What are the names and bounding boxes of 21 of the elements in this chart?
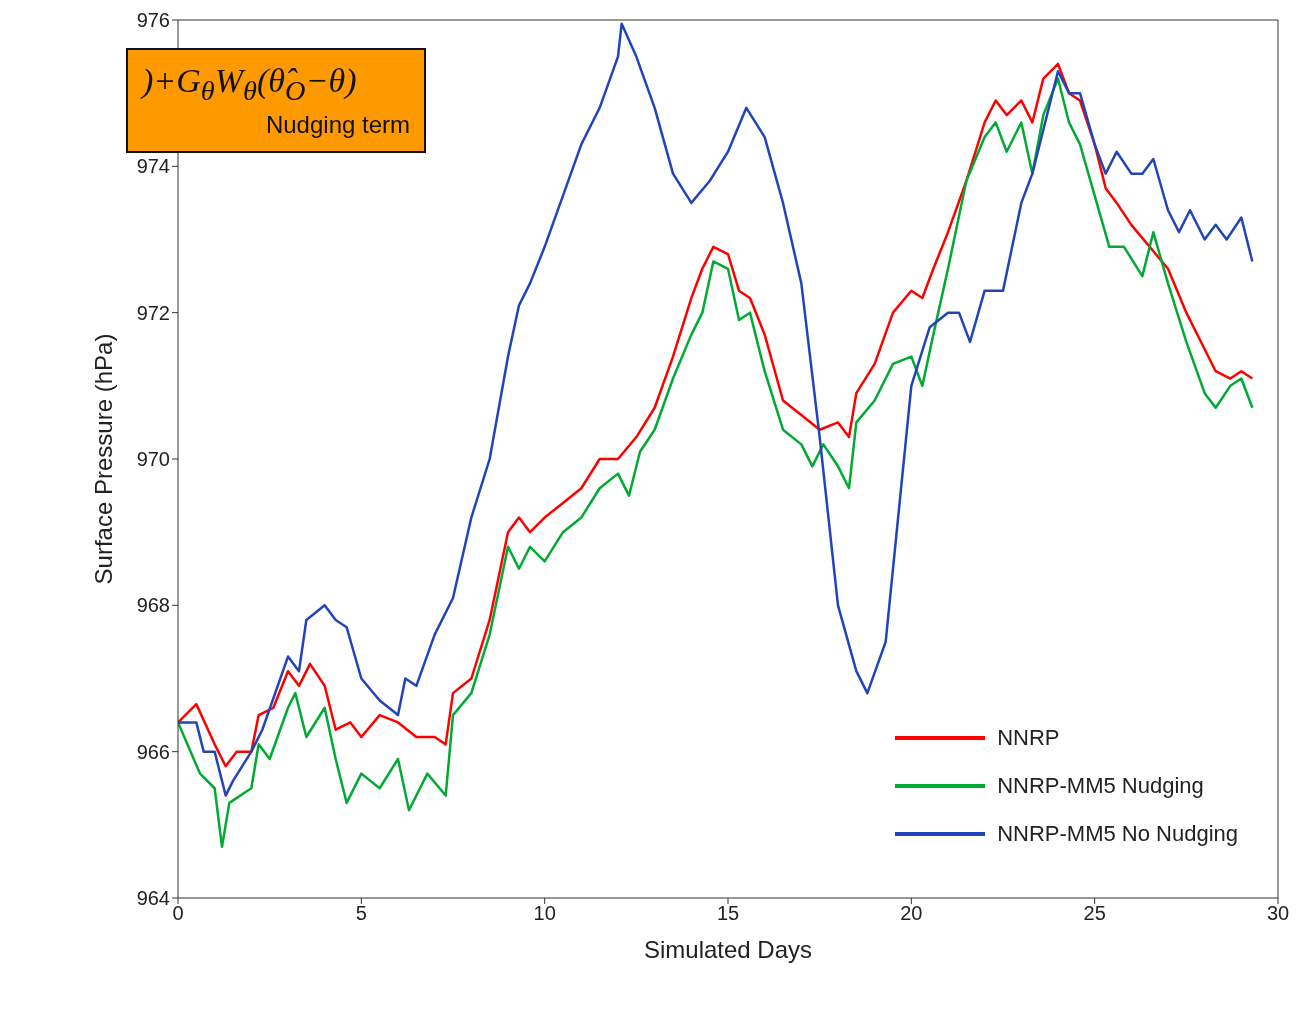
y-axis-title: Surface Pressure (hPa) <box>89 333 117 585</box>
x-tick-label: 30 <box>1266 902 1290 925</box>
x-tick-label: 5 <box>355 902 367 925</box>
annotation: )+G$_{θ}$W$_{θ}$(θ̂$_{O}$−θ) <box>142 62 358 107</box>
y-tick-label: 964 <box>136 887 170 910</box>
legend-label: NNRP-MM5 Nudging <box>997 773 1204 799</box>
y-tick-label: 976 <box>136 9 170 32</box>
x-tick-label: 25 <box>1083 902 1106 925</box>
annotation: Nudging term <box>264 110 410 139</box>
x-tick-label: 15 <box>716 902 740 925</box>
y-tick-label: 970 <box>136 448 170 471</box>
x-tick-label: 0 <box>172 902 184 925</box>
x-tick-label: 20 <box>900 902 923 925</box>
y-tick-label: 974 <box>136 155 170 178</box>
legend-label: NNRP-MM5 No Nudging <box>997 821 1238 847</box>
x-tick-label: 10 <box>533 902 556 925</box>
legend-label: NNRP <box>997 725 1060 751</box>
y-tick-label: 968 <box>136 594 170 617</box>
y-tick-label: 972 <box>136 301 170 324</box>
y-tick-label: 966 <box>136 740 170 763</box>
x-axis-title: Simulated Days <box>643 936 813 963</box>
